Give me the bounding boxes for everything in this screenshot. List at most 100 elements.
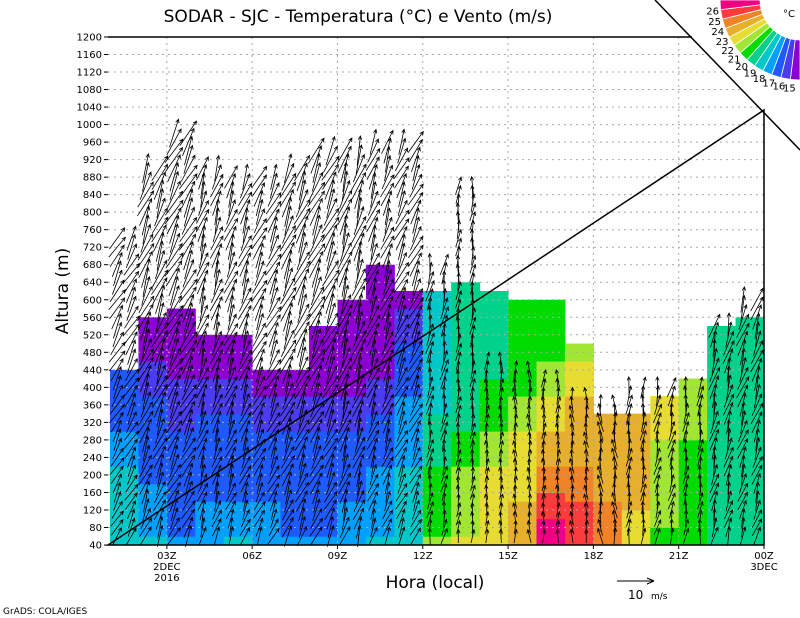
x-tick-label: 15Z — [498, 551, 518, 562]
wind-arrow — [182, 127, 195, 156]
wind-arrow — [308, 464, 324, 486]
wind-arrow — [611, 500, 618, 519]
wind-arrow — [455, 290, 463, 309]
wind-arrow — [142, 152, 150, 183]
wind-arrow — [340, 284, 350, 315]
wind-arrow — [151, 207, 168, 234]
wind-arrow — [625, 447, 633, 467]
y-tick-label: 200 — [83, 470, 102, 481]
wind-arrow — [395, 482, 408, 502]
wind-arrow — [311, 328, 322, 358]
temperature-cell — [309, 501, 338, 511]
wind-arrow — [266, 367, 281, 390]
temperature-cell — [678, 474, 708, 485]
wind-reference-unit: m/s — [651, 592, 668, 602]
wind-arrow — [127, 233, 136, 260]
wind-arrow — [326, 507, 335, 530]
wind-arrow — [297, 328, 308, 358]
wind-arrow — [269, 216, 278, 243]
temperature-field — [109, 264, 765, 546]
wind-arrow — [470, 404, 475, 423]
wind-arrow — [142, 498, 150, 522]
wind-arrow — [541, 369, 547, 388]
temperature-cell — [337, 431, 367, 441]
wind-arrow — [427, 252, 432, 276]
wind-arrow — [410, 509, 422, 528]
temperature-cell — [394, 343, 424, 353]
temperature-cell — [735, 527, 765, 537]
temperature-cell — [707, 413, 737, 423]
wind-arrow — [426, 394, 435, 415]
temperature-cell — [536, 448, 566, 458]
wind-arrow — [238, 358, 252, 381]
wind-arrow — [224, 208, 238, 233]
wind-arrow — [110, 465, 124, 484]
temperature-cell — [564, 378, 594, 388]
temperature-cell — [138, 527, 168, 537]
wind-arrow — [469, 202, 477, 222]
wind-arrow — [270, 383, 278, 408]
wind-arrow — [326, 355, 336, 384]
wind-arrow — [408, 403, 423, 424]
wind-arrow — [355, 310, 364, 341]
wind-arrow — [239, 518, 251, 536]
wind-arrow — [366, 208, 380, 233]
wind-arrow — [739, 446, 747, 469]
temperature-cell — [422, 501, 452, 511]
temperature-cell — [508, 527, 538, 537]
temperature-cell — [365, 334, 395, 345]
wind-arrow — [384, 526, 391, 546]
wind-arrow — [307, 295, 326, 321]
temperature-cell — [479, 457, 509, 467]
wind-arrow — [267, 348, 280, 373]
wind-arrow — [198, 163, 208, 190]
temperature-cell — [479, 448, 509, 458]
temperature-cell — [309, 439, 338, 450]
temperature-cell — [536, 501, 566, 511]
wind-arrow — [367, 190, 379, 216]
temperature-cell — [621, 501, 651, 511]
wind-arrow — [284, 489, 292, 513]
wind-arrow — [279, 234, 297, 260]
wind-arrow — [353, 232, 365, 262]
wind-arrow — [240, 199, 251, 225]
wind-arrow — [128, 508, 136, 529]
temperature-cell — [365, 352, 395, 362]
temperature-cell — [394, 527, 424, 537]
temperature-cell — [479, 361, 509, 371]
temperature-cell — [422, 448, 452, 458]
temperature-cell — [195, 466, 225, 476]
wind-arrow — [279, 347, 296, 374]
wind-arrow — [294, 321, 310, 348]
wind-arrow — [470, 324, 476, 344]
x-tick-label: 18Z — [584, 551, 604, 562]
temperature-cell — [564, 404, 594, 415]
temperature-cell — [707, 509, 737, 520]
wind-arrow — [753, 499, 761, 520]
wind-arrow — [583, 431, 589, 448]
temperature-cell — [564, 439, 594, 450]
temperature-cell — [707, 448, 737, 458]
temperature-cell — [735, 466, 765, 476]
wind-arrow — [470, 378, 476, 396]
wind-arrow — [210, 402, 223, 425]
wind-arrow — [337, 189, 353, 217]
wind-arrow — [353, 507, 364, 530]
wind-arrow — [294, 374, 310, 400]
wind-arrow — [368, 242, 378, 269]
wind-arrow — [439, 359, 449, 380]
temperature-cell — [309, 492, 338, 502]
wind-arrow — [555, 457, 561, 474]
temperature-cell — [479, 369, 509, 380]
temperature-cell — [536, 483, 566, 493]
wind-arrow — [370, 499, 377, 520]
wind-arrow — [251, 279, 268, 302]
temperature-cell — [138, 387, 168, 397]
temperature-cell — [707, 431, 737, 441]
temperature-cell — [337, 396, 367, 406]
wind-arrow — [211, 509, 222, 528]
wind-arrow — [167, 180, 181, 209]
y-tick-label: 40 — [89, 541, 102, 552]
wind-arrow — [113, 374, 122, 400]
wind-arrow — [323, 145, 338, 173]
